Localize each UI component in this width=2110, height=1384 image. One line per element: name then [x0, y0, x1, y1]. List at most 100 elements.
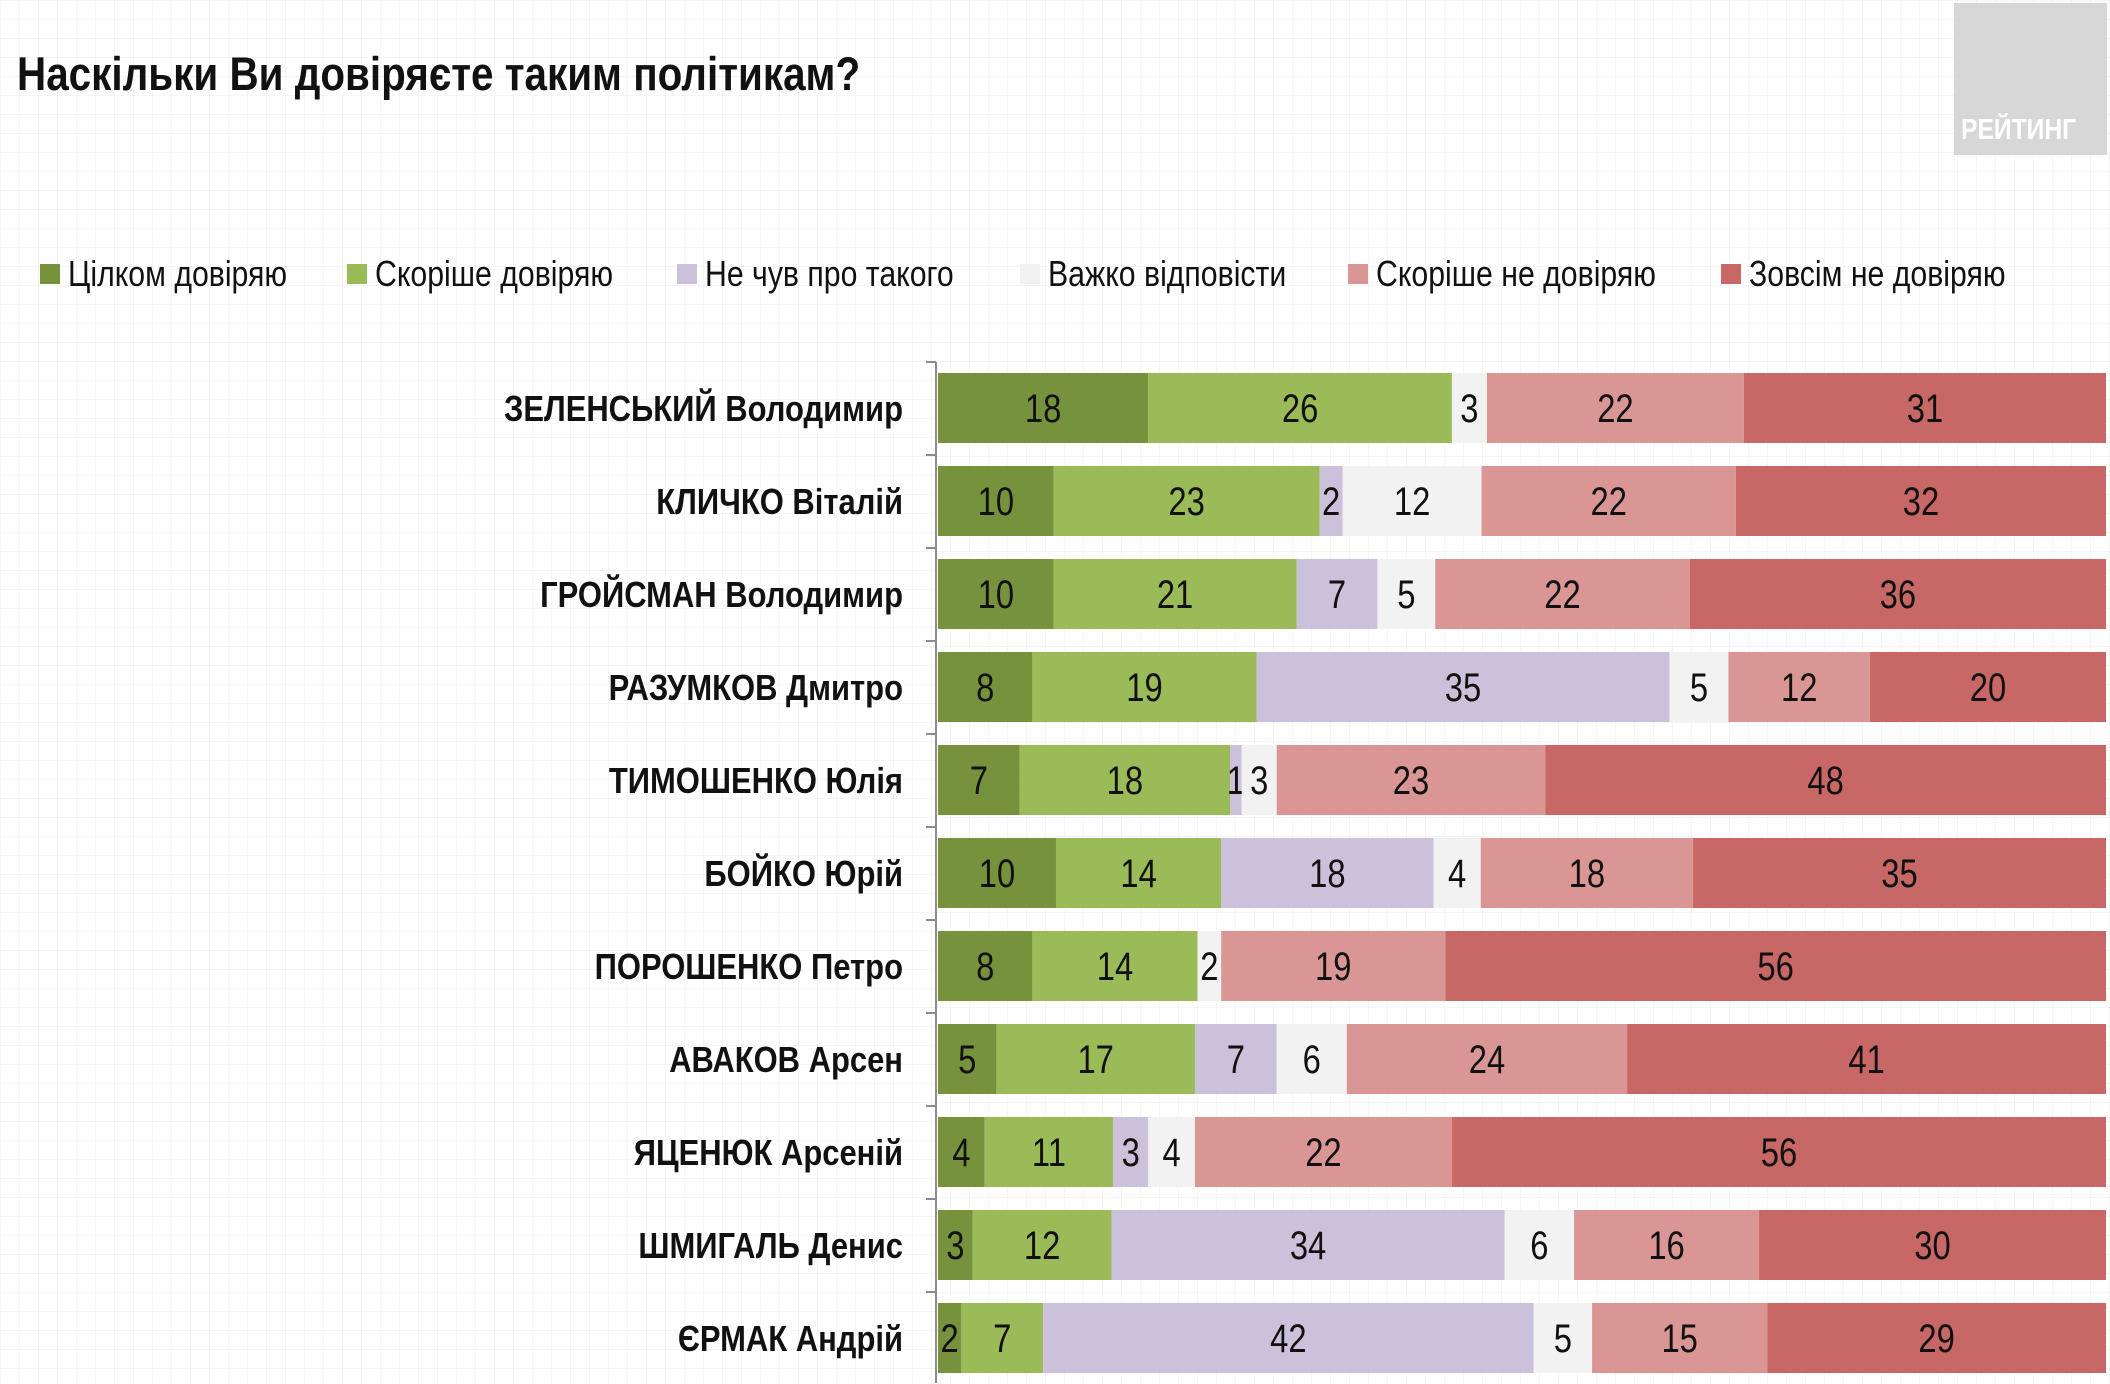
legend-swatch [1348, 264, 1368, 284]
legend-swatch [40, 264, 60, 284]
bar-row: БОЙКО Юрій 10 14 18 4 18 35 [704, 838, 2106, 908]
bar-segment [1480, 838, 1694, 908]
data-label: 5 [1690, 665, 1708, 710]
bar-segment [1019, 745, 1230, 815]
rating-logo: РЕЙТИНГ [1954, 3, 2107, 155]
data-label: 6 [1530, 1223, 1548, 1268]
bar-row: ЗЕЛЕНСЬКИЙ Володимир 18 26 3 22 31 [504, 373, 2106, 443]
bar-segment [1759, 1210, 2106, 1280]
data-label: 2 [1200, 944, 1218, 989]
data-label: 22 [1305, 1130, 1341, 1175]
data-label: 12 [1781, 665, 1817, 710]
data-label: 10 [978, 479, 1014, 524]
category-label: ПОРОШЕНКО Петро [595, 948, 903, 988]
data-label: 22 [1597, 386, 1633, 431]
bar-segment [1669, 652, 1729, 722]
data-label: 7 [1227, 1037, 1245, 1082]
legend-label: Скоріше не довіряю [1376, 253, 1656, 294]
bar-segment [1197, 931, 1222, 1001]
data-label: 20 [1970, 665, 2006, 710]
legend-swatch [1721, 264, 1741, 284]
category-label: ГРОЙСМАН Володимир [540, 574, 903, 616]
bar-row: КЛИЧКО Віталій 10 23 2 12 22 32 [656, 466, 2106, 536]
bar-segment [1451, 1117, 2106, 1187]
data-label: 3 [1122, 1130, 1140, 1175]
data-label: 24 [1469, 1037, 1505, 1082]
bar-segment [1451, 373, 1487, 443]
data-label: 3 [1460, 386, 1478, 431]
bar-segment [1728, 652, 1871, 722]
bar-segment [1627, 1024, 2106, 1094]
data-label: 56 [1757, 944, 1793, 989]
bar-segment [1148, 1117, 1195, 1187]
data-label: 1 [1227, 758, 1245, 803]
data-label: 35 [1445, 665, 1481, 710]
legend-label: Цілком довіряю [68, 253, 288, 294]
data-label: 19 [1315, 944, 1351, 989]
data-label: 29 [1918, 1316, 1954, 1361]
bar-row: РАЗУМКОВ Дмитро 8 19 35 5 12 20 [609, 652, 2106, 722]
data-label: 18 [1569, 851, 1605, 896]
bar-segment [1346, 1024, 1628, 1094]
category-label: ТИМОШЕНКО Юлія [609, 762, 903, 802]
bar-row: ЄРМАК Андрій 2 7 42 5 15 29 [678, 1303, 2106, 1373]
bar-segment [938, 652, 1033, 722]
data-label: 7 [1328, 572, 1346, 617]
bar-row: ГРОЙСМАН Володимир 10 21 7 5 22 36 [540, 559, 2106, 629]
bar-segment [1230, 745, 1242, 815]
data-label: 32 [1903, 479, 1939, 524]
category-label: КЛИЧКО Віталій [656, 483, 903, 523]
category-label: ШМИГАЛЬ Денис [638, 1227, 903, 1267]
bar-row: ТИМОШЕНКО Юлія 7 18 1 3 23 48 [609, 745, 2106, 815]
data-label: 18 [1309, 851, 1345, 896]
bar-segment [1053, 466, 1320, 536]
data-label: 11 [1032, 1130, 1066, 1175]
bar-segment [1693, 838, 2106, 908]
data-label: 2 [941, 1316, 959, 1361]
bar-segment [1319, 466, 1343, 536]
data-label: 23 [1168, 479, 1204, 524]
bar-segment [1574, 1210, 1760, 1280]
bar-segment [1241, 745, 1277, 815]
bar-segment [1113, 1117, 1149, 1187]
bar-segment [1221, 931, 1446, 1001]
bar-segment [1194, 1117, 1452, 1187]
data-label: 7 [970, 758, 988, 803]
data-label: 10 [979, 851, 1015, 896]
data-label: 31 [1907, 386, 1943, 431]
data-label: 7 [993, 1316, 1011, 1361]
bar-row: ШМИГАЛЬ Денис 3 12 34 6 16 30 [638, 1210, 2106, 1280]
data-label: 21 [1157, 572, 1193, 617]
chart-title: Наскільки Ви довіряєте таким політикам? [17, 47, 861, 100]
bar-segment [1435, 559, 1690, 629]
bar-segment [1743, 373, 2106, 443]
bar-segment [1053, 559, 1297, 629]
bar-segment [1767, 1303, 2106, 1373]
bar-segment [938, 1210, 973, 1280]
bar-segment [1055, 838, 1222, 908]
category-label: БОЙКО Юрій [704, 853, 903, 895]
bar-segment [1342, 466, 1482, 536]
bar-segment [938, 466, 1054, 536]
bar-segment [972, 1210, 1112, 1280]
bar-segment [1533, 1303, 1593, 1373]
data-label: 10 [978, 572, 1014, 617]
logo-text: РЕЙТИНГ [1961, 114, 2077, 146]
data-label: 5 [1554, 1316, 1572, 1361]
bar-segment [938, 559, 1054, 629]
data-label: 48 [1807, 758, 1843, 803]
data-label: 22 [1590, 479, 1626, 524]
bar-segment [1545, 745, 2106, 815]
data-label: 17 [1077, 1037, 1113, 1082]
bar-segment [938, 1117, 985, 1187]
data-label: 5 [958, 1037, 976, 1082]
bar-segment [984, 1117, 1114, 1187]
bar-segment [1111, 1210, 1505, 1280]
bar-segment [1377, 559, 1436, 629]
legend: Цілком довіряю Скоріше довіряю Не чув пр… [40, 254, 2040, 294]
data-label: 14 [1120, 851, 1156, 896]
bar-segment [938, 1303, 962, 1373]
bar-segment [938, 838, 1056, 908]
data-label: 5 [1397, 572, 1415, 617]
